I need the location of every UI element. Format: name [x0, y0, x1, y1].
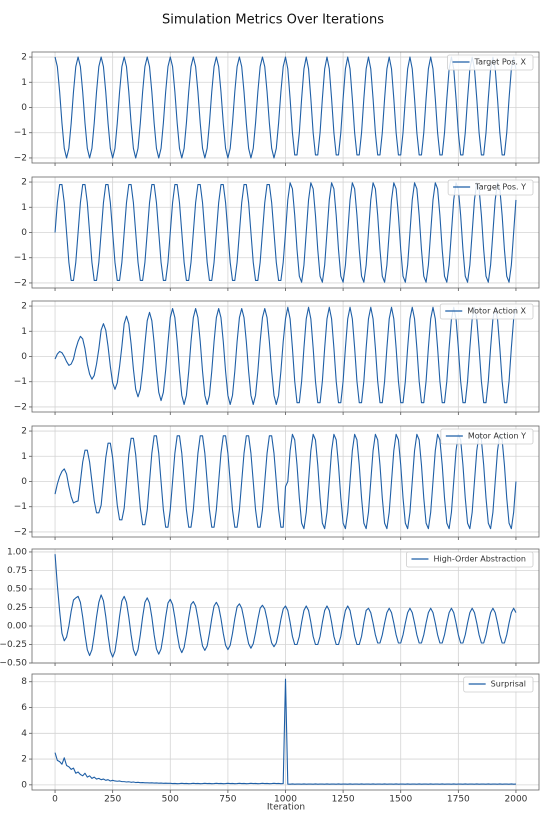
series-line [54, 306, 517, 405]
y-tick-label: 2 [21, 427, 27, 437]
y-tick-label: 1 [21, 203, 27, 213]
y-tick-label: 2 [21, 178, 27, 188]
y-tick-label: 0.50 [7, 584, 27, 594]
legend: Target Pos. X [447, 54, 534, 71]
y-tick-label: 2 [21, 302, 27, 312]
legend-label: High-Order Abstraction [433, 555, 526, 564]
y-tick-label: −2 [14, 527, 27, 537]
x-tick-label: 1500 [389, 795, 412, 805]
plot-frame [31, 425, 540, 538]
legend: Motor Action X [439, 303, 534, 320]
plot-frame [31, 300, 540, 413]
y-tick-label: 2 [21, 53, 27, 63]
y-tick-label: 2 [21, 755, 27, 765]
series-line [54, 182, 517, 283]
legend-label: Motor Action X [467, 307, 526, 316]
plot-frame [31, 548, 540, 664]
x-tick-label: 1000 [274, 795, 297, 805]
y-tick-label: 1.00 [7, 547, 27, 557]
legend: Target Pos. Y [447, 179, 534, 196]
legend-label: Motor Action Y [468, 432, 526, 441]
legend-box [447, 179, 534, 196]
legend-box [440, 428, 534, 445]
series-line [54, 678, 516, 785]
legend: Surprisal [463, 676, 534, 693]
legend-label: Target Pos. Y [474, 183, 526, 192]
chart-title: Simulation Metrics Over Iterations [162, 13, 384, 28]
legend: High-Order Abstraction [406, 551, 534, 568]
plot-frame [31, 51, 540, 164]
legend-box [447, 54, 534, 71]
y-tick-label: 6 [21, 703, 27, 713]
x-tick-label: 500 [162, 795, 179, 805]
y-tick-label: −2 [14, 402, 27, 412]
y-tick-label: −0.25 [0, 640, 27, 650]
x-tick-label: 1750 [447, 795, 470, 805]
series-line [54, 554, 517, 658]
y-tick-label: 0 [21, 477, 27, 487]
y-tick-label: −1 [14, 502, 27, 512]
y-tick-label: −1 [14, 253, 27, 263]
y-tick-label: 0.75 [7, 566, 27, 576]
legend: Motor Action Y [440, 428, 534, 445]
x-tick-label: 2000 [505, 795, 528, 805]
y-tick-label: −0.50 [0, 659, 27, 669]
plot-frame [31, 176, 540, 289]
series-line [54, 56, 517, 159]
y-tick-label: 1 [21, 327, 27, 337]
legend-box [406, 551, 534, 568]
y-tick-label: 0 [21, 228, 27, 238]
x-tick-label: 250 [104, 795, 121, 805]
y-tick-label: −2 [14, 153, 27, 163]
y-tick-label: 4 [21, 729, 27, 739]
y-tick-label: 1 [21, 78, 27, 88]
x-tick-label: 0 [52, 795, 58, 805]
y-tick-label: −2 [14, 278, 27, 288]
y-tick-label: 0.25 [7, 603, 27, 613]
y-tick-label: −1 [14, 377, 27, 387]
y-tick-label: 0 [21, 103, 27, 113]
x-axis-label: Iteration [267, 803, 305, 813]
x-tick-label: 750 [219, 795, 236, 805]
y-tick-label: 0.00 [7, 621, 27, 631]
y-tick-label: 0 [21, 780, 27, 790]
legend-label: Surprisal [491, 680, 526, 689]
y-tick-label: 0 [21, 352, 27, 362]
y-tick-label: 1 [21, 452, 27, 462]
y-tick-label: 8 [21, 677, 27, 687]
series-line [54, 433, 517, 530]
legend-box [439, 303, 534, 320]
legend-label: Target Pos. X [474, 58, 527, 67]
y-tick-label: −1 [14, 128, 27, 138]
legend-box [463, 676, 534, 693]
plot-frame [31, 673, 540, 791]
x-tick-label: 1250 [332, 795, 355, 805]
